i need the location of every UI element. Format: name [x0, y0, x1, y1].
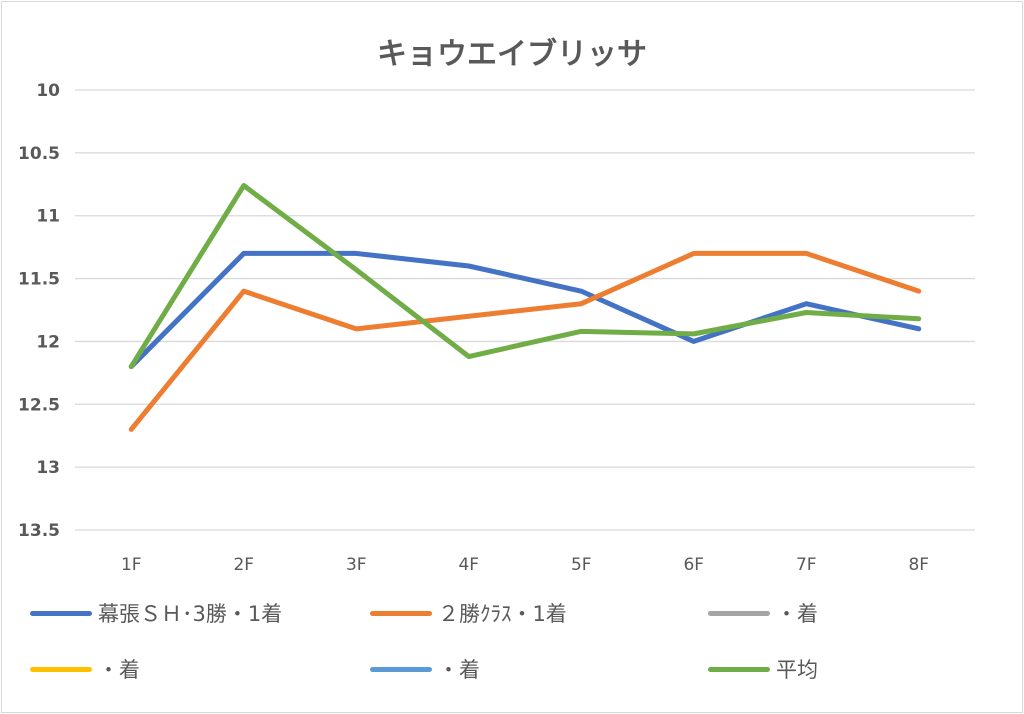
legend-swatch	[370, 610, 432, 616]
x-tick-label: 6F	[683, 555, 704, 575]
legend-swatch	[30, 610, 92, 616]
series-line	[128, 250, 922, 432]
legend-entry: ・着	[370, 654, 480, 684]
legend-label: 幕張ＳＨ･3勝・1着	[98, 602, 283, 626]
legend-entry: 幕張ＳＨ･3勝・1着	[30, 598, 282, 628]
legend-entry: ・着	[708, 598, 818, 628]
y-tick-label: 11.5	[18, 270, 60, 290]
series-line	[128, 183, 922, 370]
legend-swatch	[370, 666, 432, 672]
legend-swatch	[708, 666, 770, 672]
legend-swatch	[30, 666, 92, 672]
y-tick-label: 11	[36, 207, 60, 227]
chart-title: キョウエイブリッサ	[377, 37, 647, 72]
x-tick-label: 3F	[346, 555, 367, 575]
y-tick-label: 12	[36, 332, 60, 352]
y-tick-label: 13	[36, 458, 60, 478]
legend-swatch	[708, 610, 770, 616]
legend-entry: ・着	[30, 654, 140, 684]
legend-entry: 平均	[708, 654, 818, 684]
series-line	[128, 250, 922, 370]
legend-label: ２勝ｸﾗｽ・1着	[438, 602, 567, 626]
x-tick-label: 8F	[908, 555, 929, 575]
y-tick-label: 12.5	[18, 395, 60, 415]
y-tick-label: 10.5	[18, 144, 60, 164]
y-tick-label: 10	[36, 81, 60, 101]
legend-label: ・着	[98, 658, 140, 682]
x-tick-label: 2F	[233, 555, 254, 575]
legend-label: ・着	[438, 658, 480, 682]
x-tick-label: 1F	[121, 555, 142, 575]
legend-entry: ２勝ｸﾗｽ・1着	[370, 598, 567, 628]
legend-label: ・着	[776, 602, 818, 626]
x-tick-label: 7F	[796, 555, 817, 575]
x-tick-label: 5F	[571, 555, 592, 575]
x-tick-label: 4F	[458, 555, 479, 575]
legend-label: 平均	[776, 658, 818, 682]
y-tick-label: 13.5	[18, 521, 60, 541]
